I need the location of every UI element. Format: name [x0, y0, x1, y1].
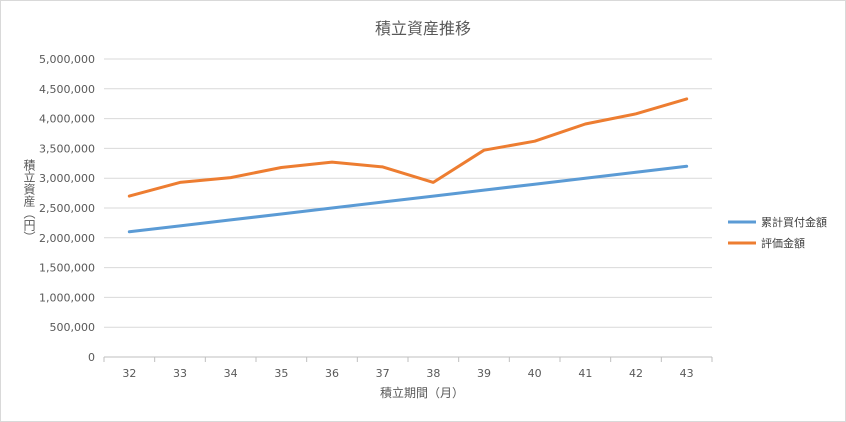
x-axis-ticks: 32 33 34 35 36 37 38 39 40 41 42 43 [103, 357, 713, 380]
y-tick-label: 3,000,000 [39, 172, 95, 185]
y-tick-label: 5,000,000 [39, 53, 95, 66]
y-tick-label: 4,500,000 [39, 83, 95, 96]
legend-label: 評価金額 [761, 236, 805, 250]
x-tick-label: 39 [477, 367, 491, 380]
y-tick-label: 0 [88, 351, 95, 364]
y-tick-label: 2,000,000 [39, 232, 95, 245]
y-axis-ticks: 0 500,000 1,000,000 1,500,000 2,000,000 2,500… [39, 53, 95, 364]
legend-label: 累計買付金額 [761, 215, 827, 229]
chart-title: 積立資産推移 [375, 19, 471, 38]
x-tick-label: 33 [173, 367, 187, 380]
series-line-1 [127, 97, 689, 198]
x-tick-label: 34 [224, 367, 238, 380]
x-tick-label: 43 [680, 367, 694, 380]
x-axis-title: 積立期間（月） [380, 385, 464, 400]
x-tick-label: 32 [122, 367, 136, 380]
x-tick-label: 37 [376, 367, 390, 380]
x-tick-label: 35 [274, 367, 288, 380]
y-tick-label: 1,000,000 [39, 291, 95, 304]
y-tick-label: 2,500,000 [39, 202, 95, 215]
y-axis-title: 積立資産（円） [22, 158, 36, 243]
series-line-0 [127, 164, 689, 234]
series-lines [127, 97, 689, 234]
x-tick-label: 40 [528, 367, 542, 380]
x-tick-label: 41 [578, 367, 592, 380]
gridlines [104, 58, 712, 358]
y-tick-label: 1,500,000 [39, 262, 95, 275]
y-tick-label: 500,000 [50, 321, 96, 334]
y-tick-label: 3,500,000 [39, 142, 95, 155]
y-tick-label: 4,000,000 [39, 113, 95, 126]
x-tick-label: 42 [629, 367, 643, 380]
x-tick-label: 38 [426, 367, 440, 380]
x-tick-label: 36 [325, 367, 339, 380]
